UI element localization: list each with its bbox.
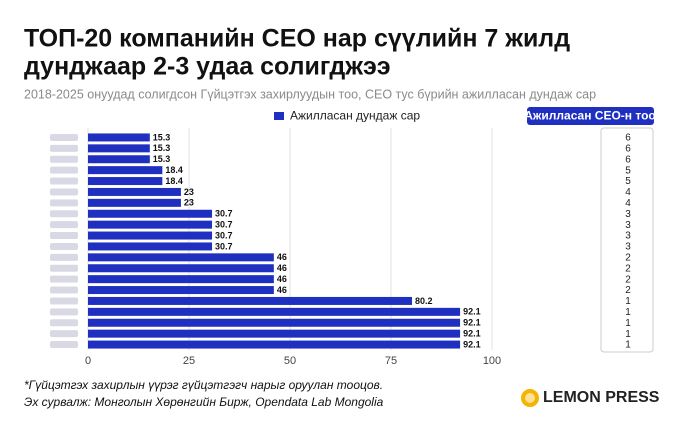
table-cell: 6 — [625, 154, 631, 165]
company-logo — [50, 155, 78, 163]
table-cell: 3 — [625, 242, 631, 253]
company-logo — [50, 210, 78, 218]
bar — [88, 155, 150, 164]
company-logo — [50, 242, 78, 250]
value-label: 92.1 — [463, 307, 481, 317]
value-label: 92.1 — [463, 329, 481, 339]
table-cell: 1 — [625, 340, 631, 351]
company-logo — [50, 221, 78, 229]
table-cell: 1 — [625, 318, 631, 329]
bar — [88, 166, 163, 175]
company-logo — [50, 188, 78, 196]
value-label: 23 — [184, 187, 194, 197]
table-cell: 3 — [625, 220, 631, 231]
company-logo — [50, 166, 78, 174]
legend-swatch — [274, 112, 284, 120]
note: Эх сурвалж: Монголын Хөрөнгийн Бирж, Ope… — [24, 395, 384, 409]
value-label: 15.3 — [153, 154, 171, 164]
value-label: 92.1 — [463, 339, 481, 349]
company-logo — [50, 308, 78, 316]
table-cell: 1 — [625, 307, 631, 318]
bar — [88, 275, 274, 284]
company-logo — [50, 144, 78, 152]
bar — [88, 198, 181, 207]
table-cell: 5 — [625, 165, 631, 176]
bar — [88, 231, 213, 240]
company-logo — [50, 330, 78, 338]
value-label: 30.7 — [215, 241, 233, 251]
value-label: 15.3 — [153, 132, 171, 142]
value-label: 92.1 — [463, 318, 481, 328]
value-label: 18.4 — [165, 176, 183, 186]
bar — [88, 177, 163, 186]
bar — [88, 307, 461, 316]
bar — [88, 187, 181, 196]
company-logo — [50, 253, 78, 261]
value-label: 46 — [277, 274, 287, 284]
bar — [88, 296, 413, 305]
table-cell: 6 — [625, 133, 631, 144]
table-box — [600, 127, 654, 353]
brand-logo — [525, 393, 535, 403]
table-cell: 2 — [625, 285, 631, 296]
table-cell: 4 — [625, 198, 631, 209]
value-label: 46 — [277, 263, 287, 273]
value-label: 46 — [277, 252, 287, 262]
company-logo — [50, 199, 78, 207]
company-logo — [50, 133, 78, 141]
bar — [88, 318, 461, 327]
x-tick-label: 50 — [284, 355, 296, 367]
value-label: 46 — [277, 285, 287, 295]
bar — [88, 220, 213, 229]
note: *Гүйцэтгэх захирлын үүрэг гүйцэтгэгч нар… — [24, 378, 383, 392]
value-label: 80.2 — [415, 296, 433, 306]
company-logo — [50, 232, 78, 240]
table-cell: 2 — [625, 252, 631, 263]
bar — [88, 133, 150, 142]
table-cell: 2 — [625, 274, 631, 285]
value-label: 30.7 — [215, 220, 233, 230]
bar — [88, 253, 274, 262]
table-header-bg — [527, 107, 654, 125]
company-logo — [50, 286, 78, 294]
table-cell: 6 — [625, 143, 631, 154]
table-cell: 2 — [625, 263, 631, 274]
table-cell: 1 — [625, 296, 631, 307]
chart-title: дунджаар 2-3 удаа солигджээ — [24, 53, 391, 81]
table-cell: 4 — [625, 187, 631, 198]
bar — [88, 242, 213, 251]
legend-label: Ажилласан дундаж сар — [290, 109, 420, 123]
table-cell: 3 — [625, 231, 631, 242]
table-cell: 5 — [625, 176, 631, 187]
value-label: 15.3 — [153, 143, 171, 153]
company-logo — [50, 264, 78, 272]
company-logo — [50, 341, 78, 349]
chart-subtitle: 2018-2025 онуудад солигдсон Гүйцэтгэх за… — [24, 87, 596, 101]
bar — [88, 144, 150, 153]
chart-title: ТОП-20 компанийн CEO нар сүүлийн 7 жилд — [24, 25, 570, 53]
bar — [88, 329, 461, 338]
company-logo — [50, 275, 78, 283]
x-tick-label: 75 — [385, 355, 397, 367]
x-tick-label: 0 — [85, 355, 91, 367]
table-header: Ажилласан CEO-н тоо — [524, 109, 656, 123]
value-label: 30.7 — [215, 209, 233, 219]
company-logo — [50, 319, 78, 327]
value-label: 23 — [184, 198, 194, 208]
brand: LEMON PRESS — [543, 389, 660, 406]
table-cell: 3 — [625, 209, 631, 220]
x-tick-label: 100 — [483, 355, 501, 367]
x-tick-label: 25 — [183, 355, 195, 367]
bar — [88, 340, 461, 349]
bar — [88, 264, 274, 273]
company-logo — [50, 177, 78, 185]
company-logo — [50, 297, 78, 305]
bar — [88, 286, 274, 295]
table-cell: 1 — [625, 329, 631, 340]
value-label: 30.7 — [215, 230, 233, 240]
value-label: 18.4 — [165, 165, 183, 175]
bar — [88, 209, 213, 218]
